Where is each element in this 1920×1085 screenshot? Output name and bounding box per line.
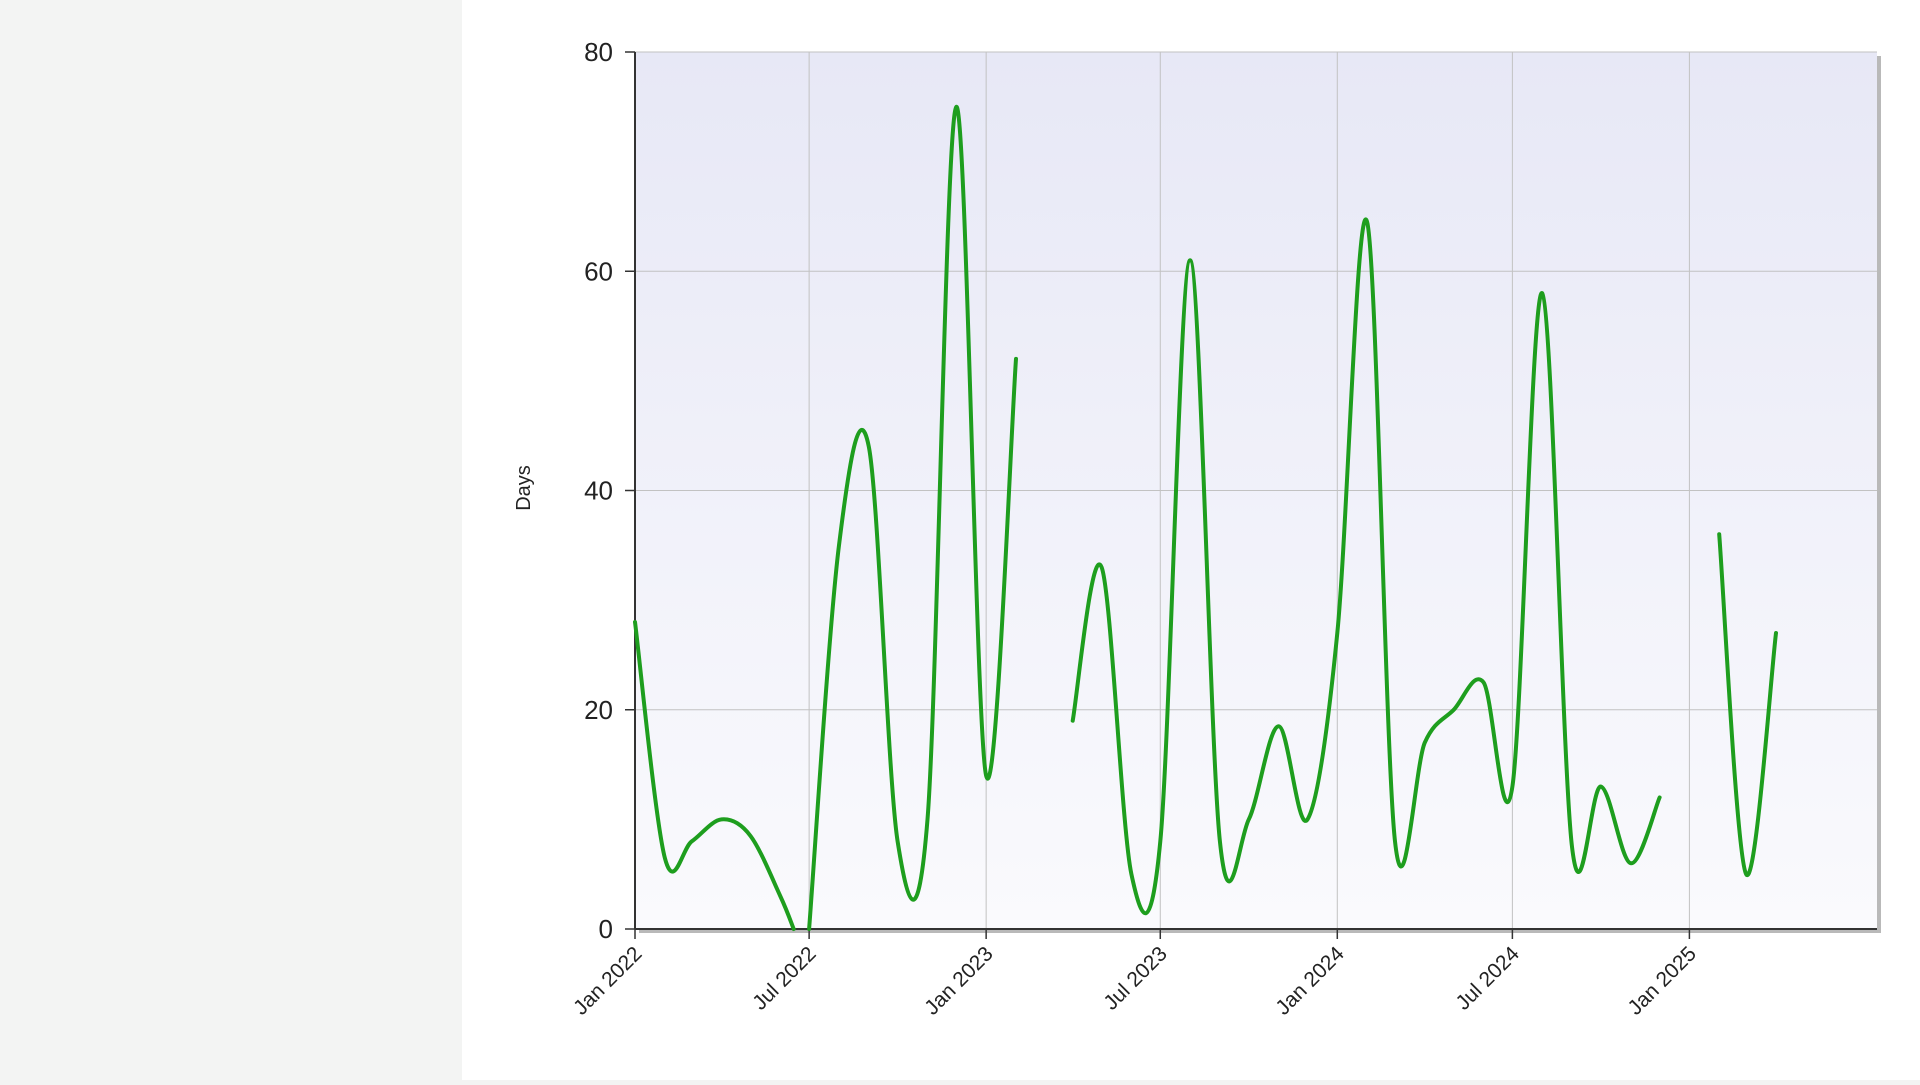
y-tick-label: 0 <box>599 914 613 944</box>
axes <box>625 51 1877 939</box>
y-tick-label: 20 <box>584 695 613 725</box>
y-tick-label: 40 <box>584 476 613 506</box>
y-axis-label: Days <box>513 465 535 511</box>
series-line <box>1070 217 1662 916</box>
grid-lines <box>635 51 1877 929</box>
series-line <box>633 620 796 931</box>
series-line <box>807 104 1018 931</box>
y-tick-label: 80 <box>584 37 613 67</box>
series-layer <box>633 104 1778 931</box>
series-line <box>1717 532 1778 877</box>
y-tick-label: 60 <box>584 256 613 286</box>
